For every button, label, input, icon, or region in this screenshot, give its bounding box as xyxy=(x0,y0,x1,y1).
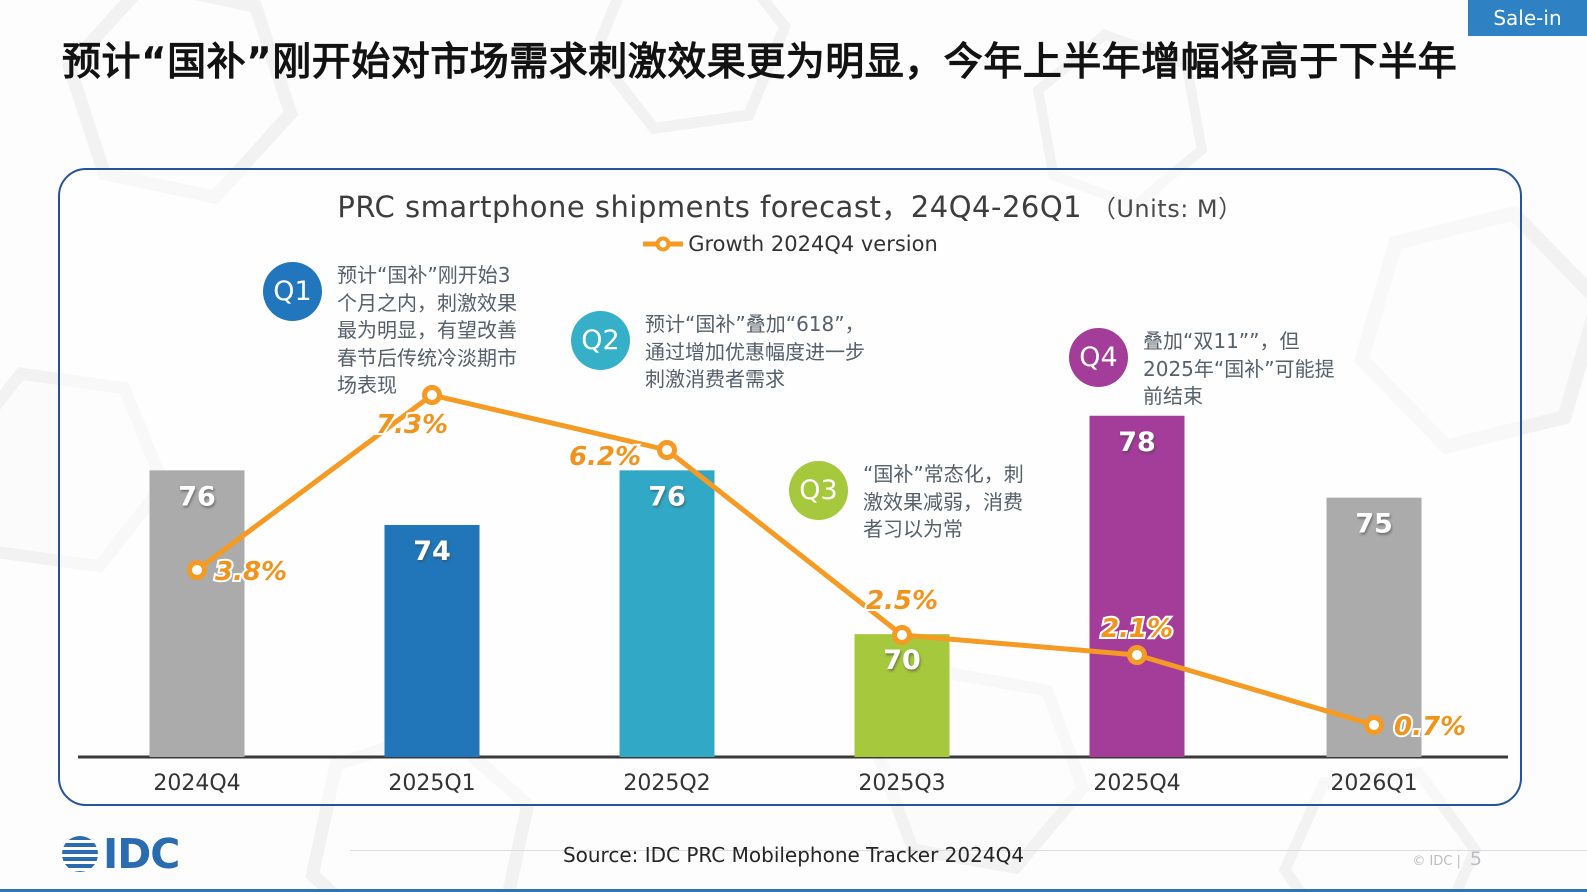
chart-title: PRC smartphone shipments forecast，24Q4-2… xyxy=(60,184,1520,226)
growth-marker-2025Q3 xyxy=(892,625,912,645)
callout-q1-text: 预计“国补”刚开始3个月之内，刺激效果最为明显，有望改善春节后传统冷淡期市场表现 xyxy=(337,263,517,398)
callout-q4-circle: Q4 xyxy=(1069,328,1128,387)
bar-value-2025Q1: 74 xyxy=(413,536,451,567)
growth-label-2025Q1: 7.3% xyxy=(376,410,448,440)
growth-label-2025Q3: 2.5% xyxy=(866,586,938,616)
page-number: 5 xyxy=(1469,848,1482,870)
bar-value-2024Q4: 76 xyxy=(178,481,216,512)
callout-q1: Q1 预计“国补”刚开始3个月之内，刺激效果最为明显，有望改善春节后传统冷淡期市… xyxy=(263,262,528,400)
x-axis-label-2024Q4: 2024Q4 xyxy=(153,771,240,796)
idc-logo: IDC xyxy=(62,830,180,878)
callout-q3-circle: Q3 xyxy=(789,461,848,520)
bar-2024Q4 xyxy=(149,470,245,757)
callout-q2-text: 预计“国补”叠加“618”，通过增加优惠幅度进一步刺激消费者需求 xyxy=(645,312,865,392)
chart-title-units: （Units: M） xyxy=(1091,195,1243,223)
growth-label-2025Q2: 6.2% xyxy=(569,442,641,472)
x-axis-label-2025Q1: 2025Q1 xyxy=(388,771,475,796)
footer-divider xyxy=(350,850,1587,851)
callout-q2-circle: Q2 xyxy=(571,311,630,370)
growth-marker-2025Q2 xyxy=(657,440,677,460)
bar-2025Q2 xyxy=(619,470,715,757)
chart-title-main: PRC smartphone shipments forecast，24Q4-2… xyxy=(337,190,1083,224)
growth-marker-2025Q1 xyxy=(422,385,442,405)
growth-label-2026Q1: 0.7% xyxy=(1394,712,1466,742)
bar-2025Q4 xyxy=(1089,415,1185,757)
bar-2025Q1 xyxy=(384,524,480,757)
growth-marker-2024Q4 xyxy=(187,560,207,580)
x-axis-label-2025Q4: 2025Q4 xyxy=(1093,771,1180,796)
growth-label-2024Q4: 3.8% xyxy=(215,557,287,587)
bar-value-2025Q2: 76 xyxy=(648,481,686,512)
x-axis-label-2026Q1: 2026Q1 xyxy=(1330,771,1417,796)
bar-value-2026Q1: 75 xyxy=(1355,509,1393,540)
callout-q3: Q3 “国补”常态化，刺激效果减弱，消费者习以为常 xyxy=(789,461,1039,544)
growth-marker-2026Q1 xyxy=(1364,715,1384,735)
bar-value-2025Q3: 70 xyxy=(883,645,921,676)
sale-in-badge: Sale-in xyxy=(1468,0,1587,36)
callout-q4-text: 叠加“双11””，但2025年“国补”可能提前结束 xyxy=(1143,329,1335,409)
legend-line-marker-icon xyxy=(643,236,684,252)
growth-label-2025Q4: 2.1% xyxy=(1101,614,1173,644)
bar-value-2025Q4: 78 xyxy=(1118,427,1156,458)
idc-globe-icon xyxy=(62,836,98,872)
source-note: Source: IDC PRC Mobilephone Tracker 2024… xyxy=(562,843,1025,867)
legend-label: Growth 2024Q4 version xyxy=(688,232,938,256)
callout-q4: Q4 叠加“双11””，但2025年“国补”可能提前结束 xyxy=(1069,328,1344,411)
idc-logo-text: IDC xyxy=(103,830,180,878)
chart-card: PRC smartphone shipments forecast，24Q4-2… xyxy=(58,168,1522,806)
bottom-accent-strip xyxy=(0,889,1587,892)
growth-line xyxy=(195,392,1375,728)
page-title: 预计“国补”刚开始对市场需求刺激效果更为明显，今年上半年增幅将高于下半年 xyxy=(62,40,1458,85)
bar-2025Q3 xyxy=(854,634,950,757)
chart-legend: Growth 2024Q4 version xyxy=(60,232,1520,256)
copyright-text: © IDC | xyxy=(1412,854,1461,869)
x-axis-label-2025Q3: 2025Q3 xyxy=(858,771,945,796)
growth-marker-2025Q4 xyxy=(1127,645,1147,665)
callout-q1-circle: Q1 xyxy=(263,262,322,321)
x-axis-label-2025Q2: 2025Q2 xyxy=(623,771,710,796)
copyright-page-number: © IDC | 5 xyxy=(1412,848,1482,870)
chart-plot: 76 2024Q4 74 2025Q1 76 2025Q2 70 2025Q3 78 2025Q4… xyxy=(78,385,1508,796)
callout-q2: Q2 预计“国补”叠加“618”，通过增加优惠幅度进一步刺激消费者需求 xyxy=(571,311,876,394)
callout-q3-text: “国补”常态化，刺激效果减弱，消费者习以为常 xyxy=(863,462,1024,542)
